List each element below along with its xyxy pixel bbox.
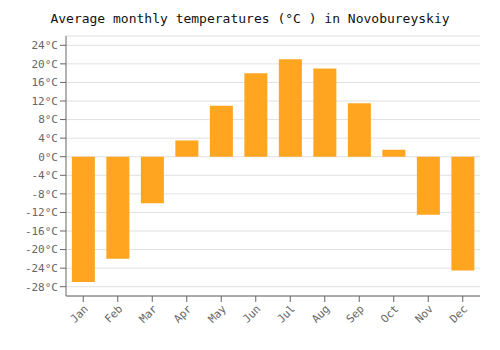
svg-text:Jan: Jan <box>68 302 91 325</box>
svg-text:Apr: Apr <box>171 302 195 326</box>
svg-text:-16°C: -16°C <box>25 225 58 238</box>
svg-text:12°C: 12°C <box>32 95 59 108</box>
svg-text:Dec: Dec <box>447 302 470 325</box>
svg-text:Oct: Oct <box>378 302 401 325</box>
svg-text:-24°C: -24°C <box>25 262 58 275</box>
svg-text:Nov: Nov <box>413 302 437 326</box>
svg-text:-28°C: -28°C <box>25 281 58 294</box>
svg-text:4°C: 4°C <box>38 132 58 145</box>
svg-text:-12°C: -12°C <box>25 206 58 219</box>
svg-text:8°C: 8°C <box>38 113 58 126</box>
svg-text:Sep: Sep <box>344 302 367 325</box>
svg-text:-8°C: -8°C <box>32 188 59 201</box>
svg-text:Feb: Feb <box>102 302 125 325</box>
html-text:Average monthly temperatures (: Average monthly temperatures (°C ) in No… <box>50 11 450 26</box>
svg-text:Aug: Aug <box>309 302 332 325</box>
svg-text:Jul: Jul <box>275 302 298 325</box>
svg-text:16°C: 16°C <box>32 76 59 89</box>
svg-text:May: May <box>206 302 230 326</box>
svg-text:Mar: Mar <box>137 302 161 326</box>
svg-text:0°C: 0°C <box>38 151 58 164</box>
svg-text:-4°C: -4°C <box>32 169 59 182</box>
svg-text:24°C: 24°C <box>32 39 59 52</box>
svg-text:20°C: 20°C <box>32 58 59 71</box>
svg-text:-20°C: -20°C <box>25 243 58 256</box>
svg-text:Jun: Jun <box>240 302 263 325</box>
